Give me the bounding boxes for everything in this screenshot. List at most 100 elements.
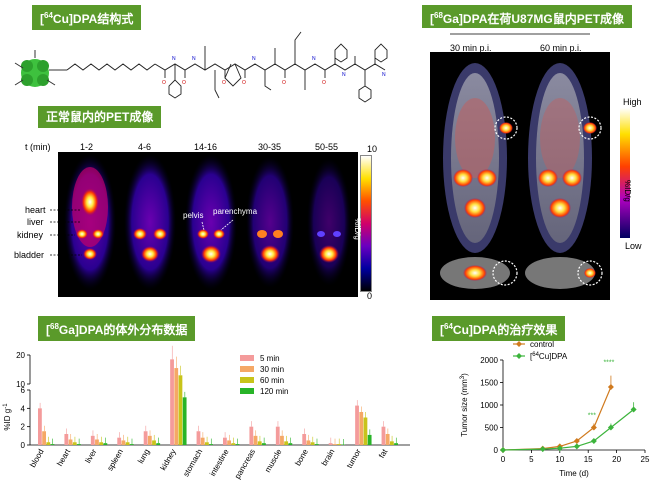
bar — [121, 440, 126, 445]
legend-swatch — [240, 355, 254, 361]
legend-swatch — [240, 366, 254, 372]
data-point — [590, 438, 597, 444]
y-tick-label: 2000 — [480, 356, 498, 365]
y-tick-label: 2 — [21, 423, 26, 432]
category-label: stomach — [181, 448, 204, 479]
ga-pet-scale-unit: %ID/g — [623, 180, 632, 202]
x-tick-label: 25 — [641, 455, 650, 464]
therapy-title: [64Cu]DPA的治疗效果 — [432, 316, 566, 341]
y-tick-label: 1500 — [480, 379, 498, 388]
bar — [385, 434, 390, 445]
legend-label: [64Cu]DPA — [530, 352, 568, 361]
bar — [129, 444, 134, 445]
bar — [257, 441, 262, 445]
bar — [68, 439, 73, 445]
bar — [174, 368, 179, 445]
svg-text:O: O — [322, 80, 326, 86]
tumor-pet-panel — [420, 28, 640, 303]
bar — [178, 375, 183, 445]
y-axis-label: Tumor size (mm3) — [460, 373, 469, 437]
legend-label: 30 min — [260, 365, 284, 374]
tumor-growth-chart: 0 500 1000 1500 2000 0 5 10 15 20 25 Time (d) Tumor … — [460, 340, 650, 478]
data-point — [539, 446, 546, 453]
bar — [147, 435, 152, 445]
bar — [42, 431, 46, 445]
significance-mark: **** — [603, 360, 614, 367]
y-tick-label: 6 — [21, 386, 26, 395]
bar — [288, 443, 293, 445]
bar — [389, 441, 394, 445]
bar — [253, 435, 258, 445]
category-label: intestine — [208, 447, 231, 478]
category-label: kidney — [159, 448, 178, 473]
time-label-1: 1-2 — [80, 142, 94, 152]
x-tick-label: 20 — [612, 455, 621, 464]
legend-swatch — [240, 377, 254, 383]
category-label: brain — [320, 448, 337, 468]
data-point — [607, 384, 614, 390]
bar — [38, 408, 42, 445]
data-point — [573, 438, 580, 444]
bar — [355, 405, 359, 445]
data-point — [556, 445, 563, 452]
x-tick-label: 5 — [529, 455, 534, 464]
bar — [200, 437, 205, 445]
bar — [223, 437, 227, 445]
bar — [77, 444, 81, 445]
bar — [50, 444, 55, 445]
legend-label: 120 min — [260, 387, 288, 396]
legend-swatch — [240, 388, 254, 394]
normal-pet-scale-unit: %ID/g — [353, 218, 362, 240]
svg-text:N: N — [192, 56, 196, 62]
bar — [284, 441, 289, 445]
time-label-3: 14-16 — [194, 142, 218, 152]
organ-label-liver: liver — [27, 217, 44, 227]
category-label: fat — [377, 447, 390, 460]
structure-title: [64Cu]DPA结构式 — [32, 5, 142, 30]
normal-pet-title: 正常鼠内的PET成像 — [38, 106, 162, 128]
normal-pet-scale-max: 10 — [367, 144, 378, 154]
time-label-2: 4-6 — [138, 142, 152, 152]
bar — [262, 443, 266, 445]
category-label: tumor — [345, 447, 363, 470]
bar — [209, 444, 213, 445]
bar — [143, 431, 148, 445]
svg-text:N: N — [382, 72, 386, 78]
y-tick-label: 4 — [21, 404, 26, 413]
data-point — [630, 406, 637, 413]
category-label: liver — [83, 447, 98, 464]
bar — [170, 359, 174, 445]
bar — [332, 444, 337, 445]
x-tick-label: 10 — [555, 455, 564, 464]
svg-text:O: O — [282, 80, 286, 86]
bar — [117, 437, 122, 445]
bar — [156, 443, 161, 445]
bar — [64, 434, 69, 445]
bar — [328, 443, 333, 445]
bar — [367, 434, 372, 445]
time-axis-label: t (min) — [25, 142, 51, 152]
bar — [95, 439, 99, 445]
bar — [152, 440, 156, 445]
annotation-pelvis: pelvis — [183, 211, 204, 220]
svg-text:O: O — [182, 80, 186, 86]
bar — [306, 440, 311, 445]
bar — [394, 443, 398, 445]
bar — [337, 444, 341, 445]
data-point — [607, 424, 614, 431]
normal-pet-image — [58, 152, 358, 297]
bar — [363, 417, 368, 445]
y-tick-label: 0 — [494, 446, 499, 455]
ga-pet-time-60: 60 min p.i. — [540, 43, 582, 53]
data-point — [590, 424, 597, 431]
bar — [280, 435, 284, 445]
bar — [302, 434, 307, 445]
x-tick-label: 0 — [501, 455, 506, 464]
legend-label: 60 min — [260, 376, 284, 385]
organ-label-heart: heart — [25, 205, 46, 215]
category-label: bone — [293, 447, 310, 467]
category-label: heart — [55, 447, 72, 468]
bar — [249, 426, 254, 445]
y-tick-label: 500 — [485, 424, 499, 433]
organ-label-kidney: kidney — [17, 230, 44, 240]
